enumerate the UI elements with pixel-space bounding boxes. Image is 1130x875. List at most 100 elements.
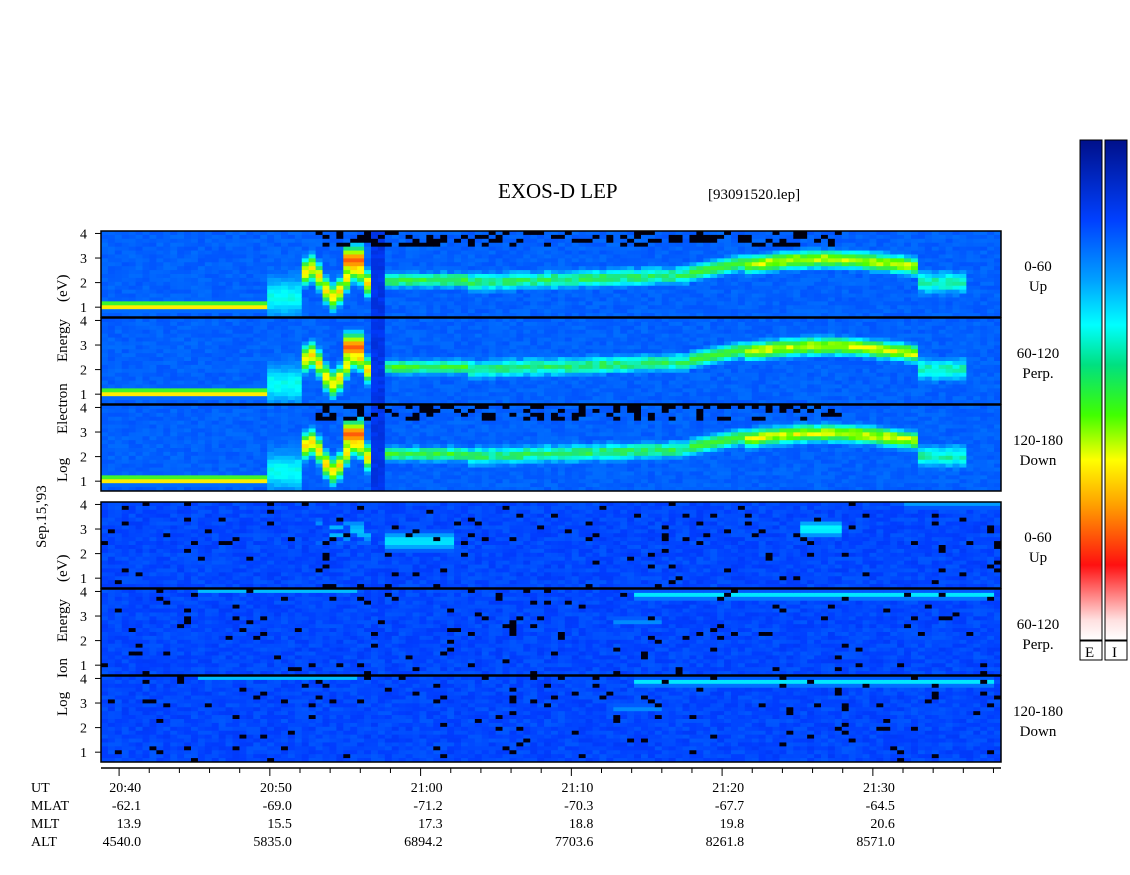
spectrogram-cell [322,372,330,378]
spectrogram-cell [966,293,974,298]
spectrogram-cell [647,238,656,244]
spectrogram-cell [557,231,566,236]
spectrogram-cell [440,376,448,381]
spectrogram-cell [731,266,739,271]
spectrogram-cell [751,384,760,389]
spectrogram-cell [315,277,323,283]
spectrogram-cell [654,297,663,302]
spectrogram-cell [343,318,351,323]
spectrogram-cell [170,325,178,331]
spectrogram-cell [488,309,497,314]
spectrogram-cell [821,293,829,298]
spectrogram-cell [281,305,289,310]
spectrogram-cell [544,329,552,335]
spectrogram-cell [274,242,282,248]
spectrogram-cell [246,250,254,255]
spectrogram-cell [488,400,497,405]
spectrogram-cell [634,337,642,342]
spectrogram-cell [440,274,448,279]
spectrogram-cell [267,380,275,385]
spectrogram-cell [149,277,157,283]
spectrogram-cell [703,364,711,370]
spectrogram-cell [890,238,898,244]
spectrogram-cell [495,262,503,267]
spectrogram-cell [274,313,282,318]
spectrogram-cell [204,270,213,275]
spectrogram-cell [260,285,268,291]
spectrogram-cell [578,250,587,255]
spectrogram-cell [197,333,206,338]
spectrogram-cell [592,380,600,385]
spectrogram-cell [613,400,621,405]
spectrogram-cell [474,238,483,244]
spectrogram-cell [232,388,240,393]
spectrogram-cell [107,321,116,327]
spectrogram-cell [869,293,877,298]
spectrogram-cell [959,246,967,251]
spectrogram-cell [156,270,164,275]
spectrogram-cell [287,368,296,374]
spectrogram-cell [322,270,330,275]
spectrogram-cell [751,231,760,236]
spectrogram-cell [502,313,510,318]
spectrogram-cell [641,238,649,244]
spectrogram-cell [634,277,642,283]
spectrogram-cell [834,297,843,302]
spectrogram-cell [973,246,981,251]
spectrogram-cell [135,266,143,271]
spectrogram-cell [841,309,850,314]
spectrogram-cell [890,254,898,259]
spectrogram-cell [121,289,130,294]
spectrogram-cell [737,293,746,298]
spectrogram-cell [765,285,773,291]
spectrogram-cell [779,238,787,244]
spectrogram-cell [578,238,587,244]
spectrogram-cell [647,376,656,381]
spectrogram-cell [343,270,351,275]
spectrogram-cell [731,301,739,306]
spectrogram-cell [599,357,607,362]
y-tick-label: 4 [80,227,87,242]
spectrogram-cell [467,388,476,393]
spectrogram-cell [142,238,150,244]
spectrogram-cell [308,345,317,350]
spectrogram-cell [301,341,310,346]
spectrogram-cell [191,242,199,248]
spectrogram-cell [862,231,870,236]
spectrogram-cell [308,349,317,354]
spectrogram-cell [204,400,213,405]
spectrogram-cell [945,301,953,306]
spectrogram-cell [737,234,746,240]
spectrogram-cell [156,309,164,314]
spectrogram-cell [737,388,746,393]
spectrogram-cell [211,277,220,283]
spectrogram-cell [689,301,697,306]
spectrogram-cell [101,325,109,331]
spectrogram-cell [661,238,670,244]
spectrogram-cell [710,277,718,283]
spectrogram-cell [308,297,317,302]
spectrogram-cell [481,281,490,287]
spectrogram-cell [329,293,337,298]
spectrogram-cell [994,309,1002,314]
spectrogram-cell [246,313,254,318]
spectrogram-cell [433,329,441,335]
spectrogram-cell [592,234,600,240]
spectrogram-cell [654,329,663,335]
spectrogram-cell [440,368,448,374]
spectrogram-cell [419,258,427,263]
spectrogram-cell [627,313,635,318]
spectrogram-cell [232,368,240,374]
spectrogram-cell [724,333,732,338]
spectrogram-cell [301,285,310,291]
spectrogram-cell [737,380,746,385]
spectrogram-cell [724,337,732,342]
spectrogram-cell [274,266,282,271]
spectrogram-cell [807,301,815,306]
spectrogram-cell [772,234,780,240]
spectrogram-cell [225,274,233,279]
spectrogram-cell [197,285,206,291]
spectrogram-cell [336,337,344,342]
spectrogram-cell [516,318,524,323]
spectrogram-cell [191,313,199,318]
